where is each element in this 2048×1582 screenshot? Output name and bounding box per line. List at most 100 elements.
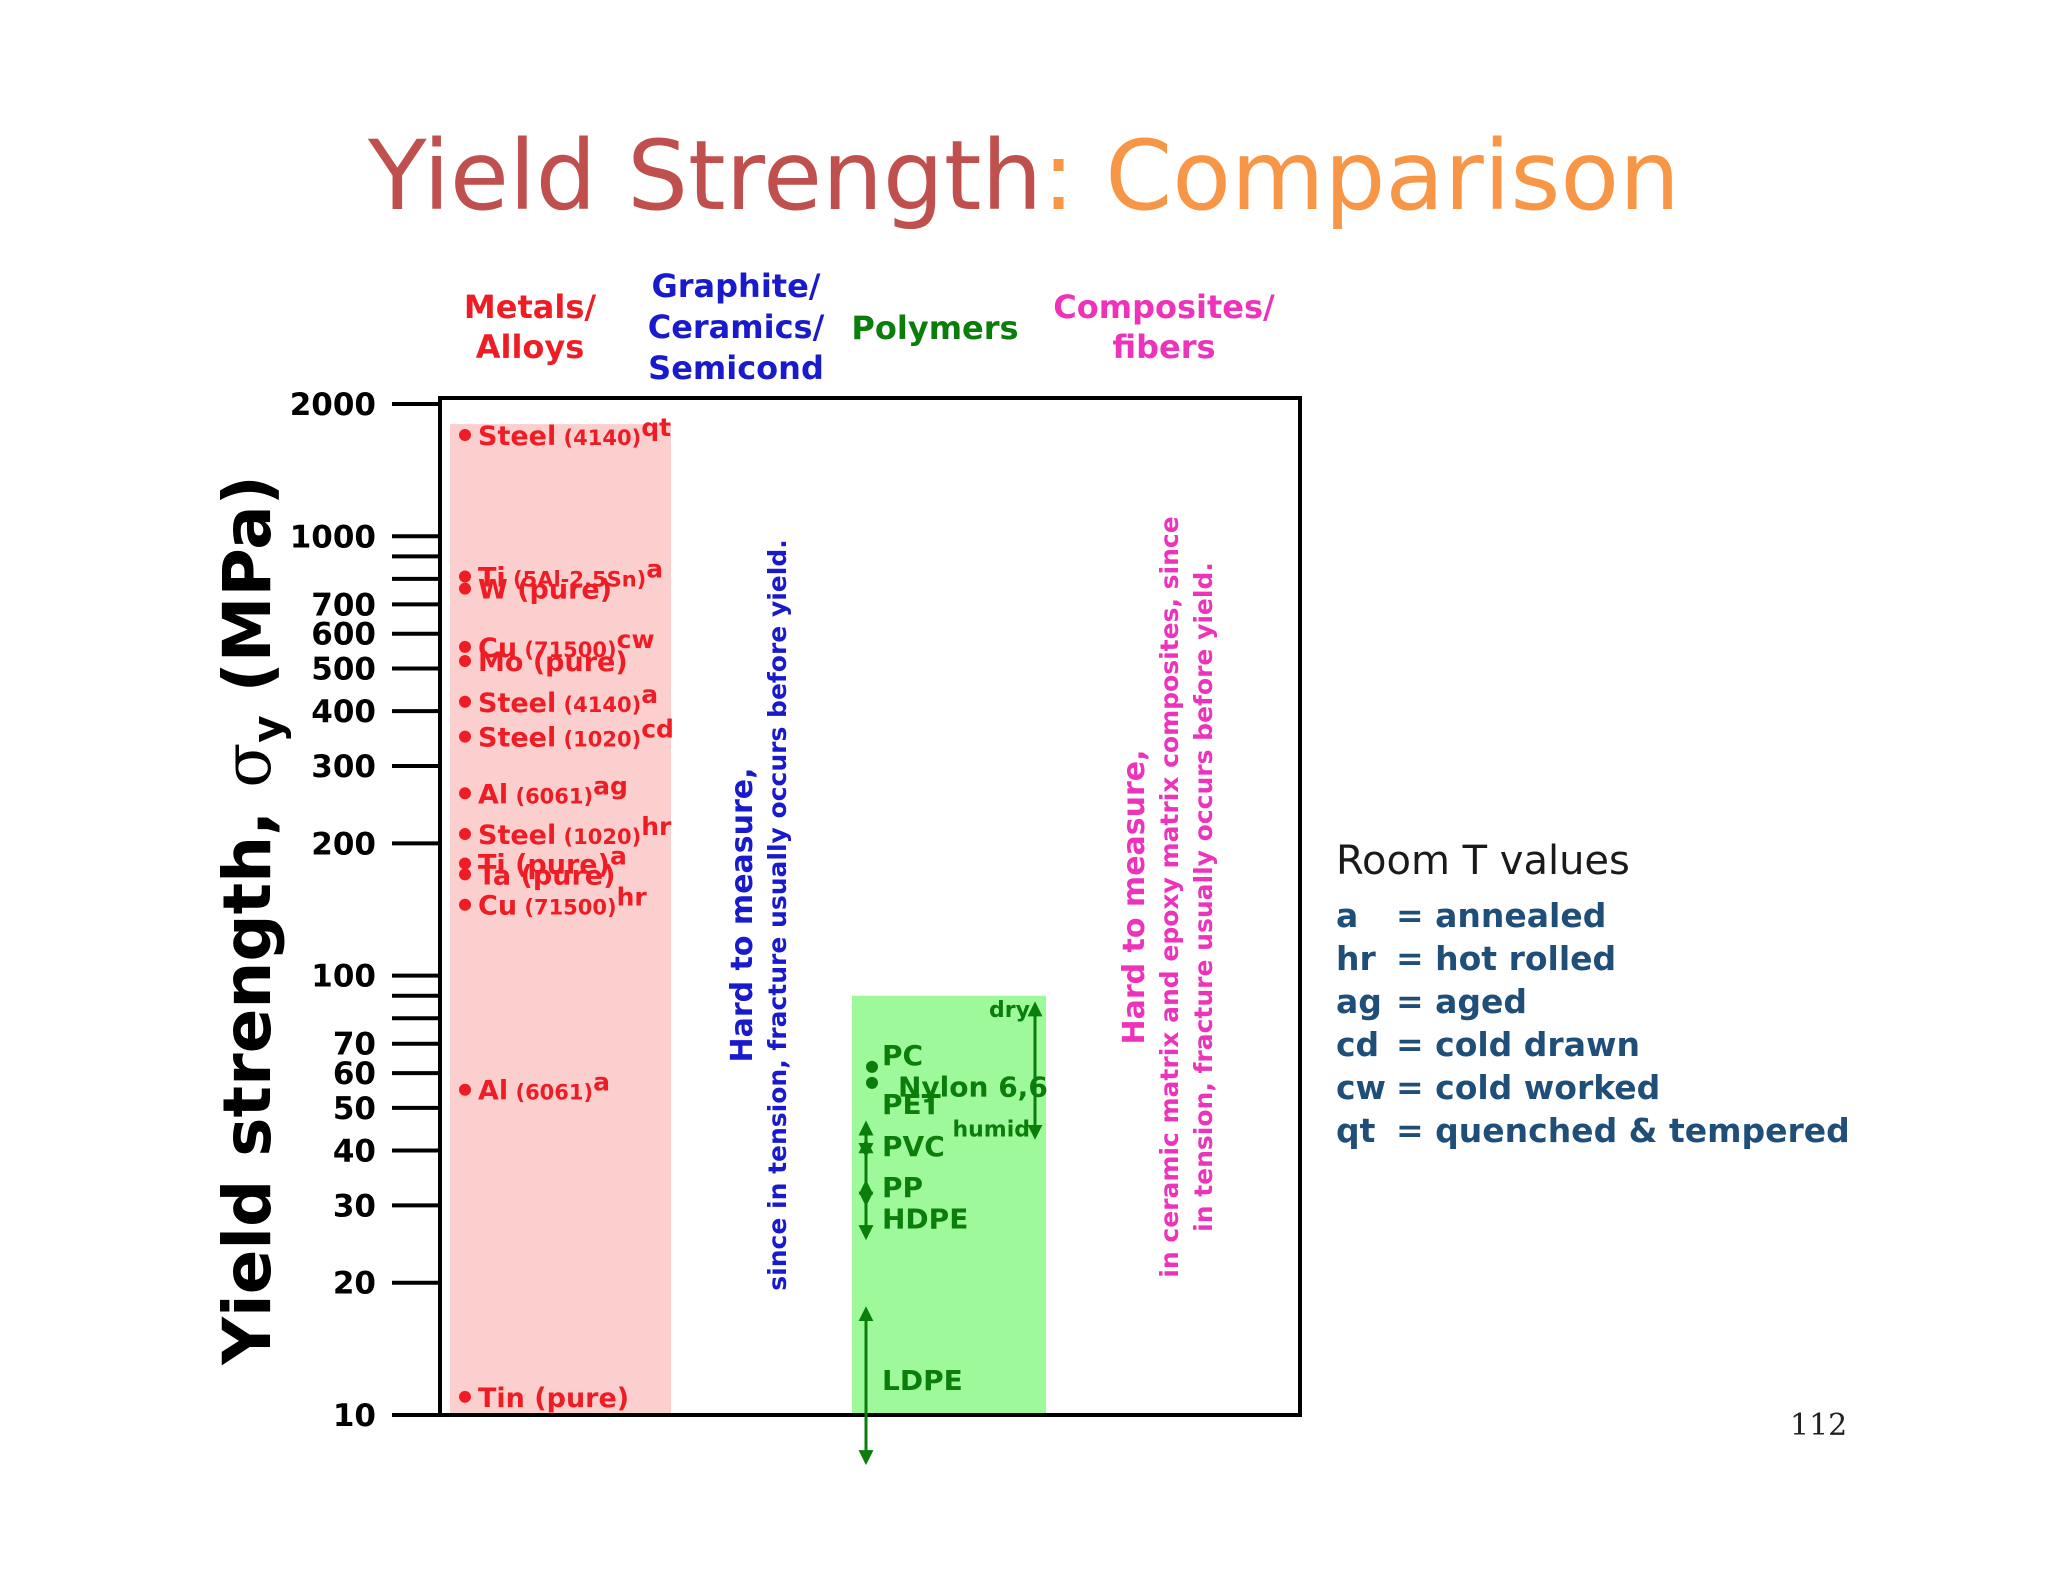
legend-definition: = annealed (1396, 896, 1607, 935)
composites-note-heading: Hard to measure, (1117, 749, 1152, 1044)
polymer-label: PET (882, 1088, 941, 1121)
metal-label: Ti (5Al-2.5Sn)a (478, 554, 663, 593)
legend-abbr: cd (1336, 1025, 1380, 1064)
y-tick-label: 200 (311, 826, 376, 862)
metal-data-point (459, 640, 471, 653)
y-axis-label-unit: (MPa) (209, 475, 286, 715)
y-axis-label: Yield strength, σy (MPa) (209, 475, 292, 1366)
category-header-ceramics: Semicond (648, 349, 824, 387)
slide-title: Yield Strength: Comparison (0, 128, 2048, 224)
y-axis-label-subscript: y (243, 715, 292, 742)
y-tick-label: 100 (311, 959, 376, 995)
y-tick-label: 10 (333, 1398, 376, 1434)
metal-data-point (459, 582, 471, 595)
y-tick-label: 400 (311, 694, 376, 730)
ceramics-note-heading: Hard to measure, (725, 767, 760, 1062)
metal-data-point (459, 828, 471, 841)
metal-label: Steel (1020)hr (478, 812, 672, 851)
y-tick-label: 60 (333, 1056, 376, 1092)
metal-label: Cu (71500)cw (478, 625, 655, 664)
legend-item: cw = cold worked (1336, 1068, 1660, 1111)
metal-label: Mo (pure) (478, 647, 628, 678)
ceramics-note-text: since in tension, fracture usually occur… (763, 539, 792, 1290)
polymer-label: PVC (882, 1130, 945, 1163)
legend-definition: = quenched & tempered (1396, 1111, 1850, 1150)
legend: Room T values a = annealed hr = hot rolled… (1336, 838, 1850, 1154)
legend-abbr: qt (1336, 1111, 1376, 1150)
metal-label: Ta (pure) (478, 860, 615, 891)
polymer-label: HDPE (882, 1203, 968, 1236)
metal-label: Steel (4140)qt (478, 413, 671, 452)
metal-data-point (459, 695, 471, 708)
page-number: 112 (1790, 1408, 1848, 1443)
legend-definition: = aged (1396, 982, 1528, 1021)
y-tick-label: 40 (333, 1133, 376, 1169)
legend-item: ag = aged (1336, 982, 1630, 1025)
composites-note-text: in ceramic matrix and epoxy matrix compo… (1155, 516, 1184, 1277)
polymer-data-point (866, 1060, 878, 1073)
metal-label: Al (6061)ag (478, 771, 628, 810)
category-header-composites: fibers (1112, 328, 1215, 366)
metal-label: Steel (4140)a (478, 680, 658, 719)
y-tick-label: 2000 (290, 387, 376, 423)
category-header-metals: Metals/ (464, 288, 596, 326)
legend-item: a = annealed (1336, 896, 1630, 939)
category-header-ceramics: Ceramics/ (648, 308, 825, 346)
y-tick-label: 20 (333, 1266, 376, 1302)
polymer-label: Nylon 6,6 (898, 1070, 1048, 1103)
category-header-ceramics: Graphite/ (652, 267, 821, 305)
metal-label: W (pure) (478, 575, 612, 606)
category-header-metals: Alloys (476, 328, 585, 366)
metal-data-point (459, 1083, 471, 1096)
nylon-dry-label: dry (989, 998, 1030, 1023)
legend-definition: = hot rolled (1396, 939, 1617, 978)
polymers-range-band (852, 995, 1046, 1415)
polymer-label: LDPE (882, 1364, 963, 1397)
y-tick-label: 700 (311, 587, 376, 623)
y-axis-label-text: Yield strength, (209, 788, 286, 1366)
y-tick-label: 500 (311, 652, 376, 688)
legend-abbr: hr (1336, 939, 1376, 978)
polymer-label: PC (882, 1039, 923, 1072)
y-tick-label: 600 (311, 617, 376, 653)
legend-definition: = cold worked (1396, 1068, 1661, 1107)
legend-item: cd = cold drawn (1336, 1025, 1640, 1068)
metal-data-point (459, 429, 471, 442)
metal-label: Ti (pure)a (478, 841, 627, 880)
category-header-polymers: Polymers (851, 309, 1018, 347)
y-axis-label-symbol: σ (209, 743, 286, 788)
legend-abbr: a (1336, 896, 1359, 935)
y-tick-label: 70 (333, 1027, 376, 1063)
title-accent: : Comparison (1042, 120, 1680, 232)
metal-data-point (459, 570, 471, 583)
metal-data-point (459, 868, 471, 881)
metal-label: Tin (pure) (478, 1383, 629, 1414)
metal-data-point (459, 1390, 471, 1403)
y-tick-label: 50 (333, 1091, 376, 1127)
legend-abbr: cw (1336, 1068, 1387, 1107)
y-tick-label: 1000 (290, 519, 376, 555)
metals-range-band (450, 424, 671, 1416)
title-main: Yield Strength (368, 120, 1043, 232)
legend-abbr: ag (1336, 982, 1382, 1021)
polymer-label: PP (882, 1171, 923, 1204)
legend-definition: = cold drawn (1396, 1025, 1640, 1064)
metal-data-point (459, 787, 471, 800)
nylon-humid-label: humid (952, 1117, 1030, 1142)
metal-data-point (459, 898, 471, 911)
metal-label: Steel (1020)cd (478, 715, 674, 754)
metal-label: Al (6061)a (478, 1068, 610, 1107)
category-header-composites: Composites/ (1053, 288, 1275, 326)
polymer-data-point (866, 1076, 878, 1089)
metal-data-point (459, 655, 471, 668)
legend-item: hr = hot rolled (1336, 939, 1630, 982)
legend-title: Room T values (1336, 838, 1630, 884)
legend-item: qt = quenched & tempered (1336, 1111, 1850, 1154)
metal-data-point (459, 857, 471, 870)
metal-data-point (459, 730, 471, 743)
y-tick-label: 300 (311, 749, 376, 785)
metal-label: Cu (71500)hr (478, 883, 647, 922)
composites-note-text: in tension, fracture usually occurs befo… (1189, 562, 1218, 1232)
y-tick-label: 30 (333, 1188, 376, 1224)
